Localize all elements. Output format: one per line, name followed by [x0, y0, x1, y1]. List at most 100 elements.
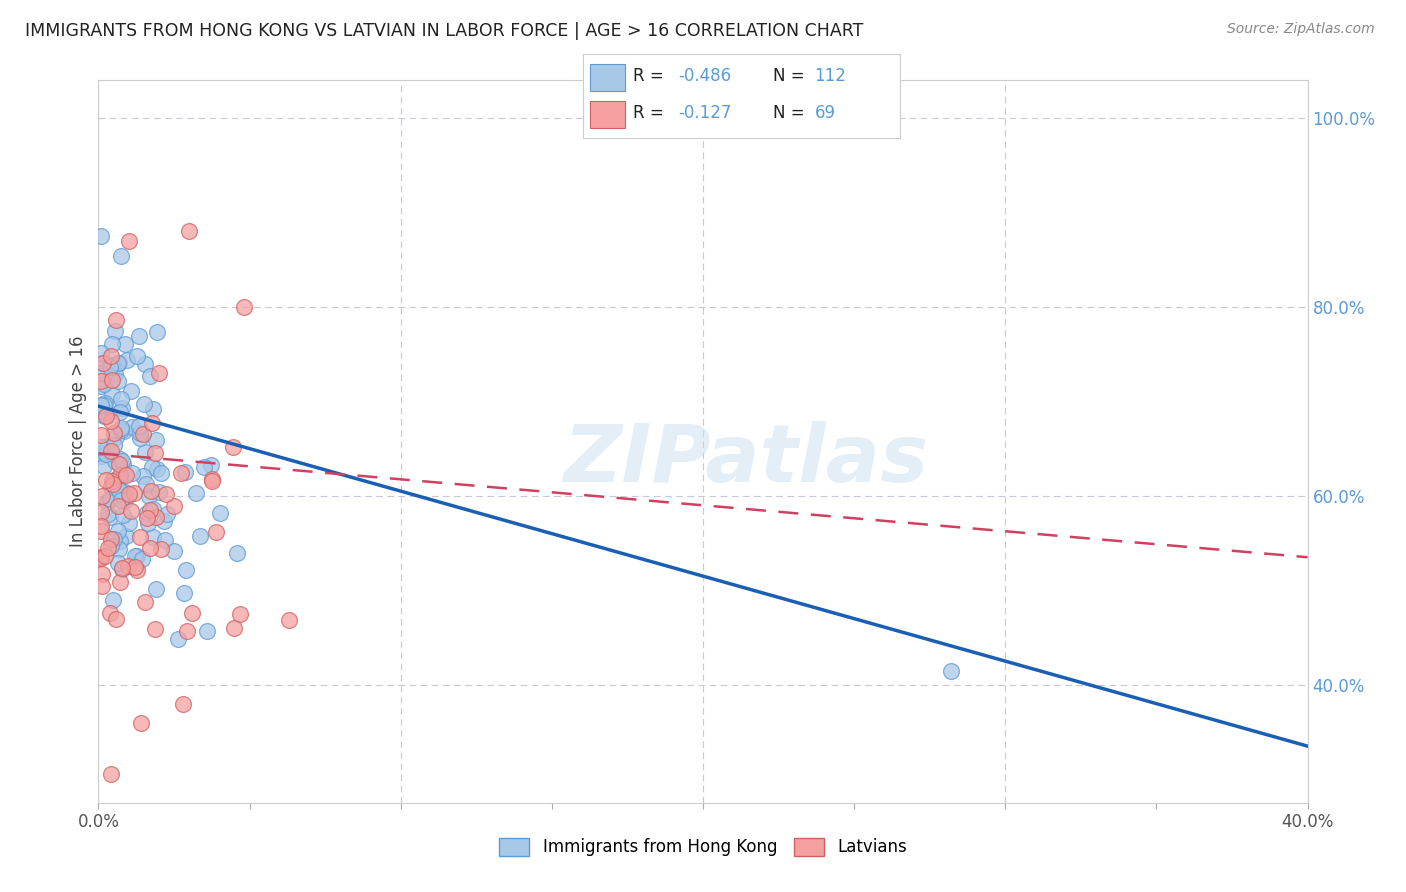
Point — [205, 524, 228, 539]
Text: IMMIGRANTS FROM HONG KONG VS LATVIAN IN LABOR FORCE | AGE > 16 CORRELATION CHART: IMMIGRANTS FROM HONG KONG VS LATVIAN IN … — [25, 22, 863, 40]
Point — [107, 457, 129, 471]
Point — [107, 355, 129, 369]
Point — [90, 427, 112, 442]
Point — [127, 349, 149, 363]
Point — [149, 466, 172, 480]
Point — [136, 506, 159, 520]
Point — [107, 499, 129, 513]
Point — [134, 445, 156, 459]
Point — [107, 542, 129, 557]
Point — [132, 469, 155, 483]
Point — [90, 524, 112, 539]
Point — [98, 359, 121, 374]
Point — [117, 352, 139, 367]
Point — [110, 401, 132, 416]
Point — [94, 447, 117, 461]
Point — [155, 533, 177, 548]
Point — [96, 495, 118, 509]
Point — [98, 509, 121, 524]
Point — [108, 467, 131, 482]
Point — [201, 472, 224, 486]
Point — [141, 401, 163, 416]
Point — [101, 474, 124, 488]
Point — [110, 534, 132, 549]
Point — [129, 530, 152, 544]
Legend: Immigrants from Hong Kong, Latvians: Immigrants from Hong Kong, Latvians — [492, 831, 914, 863]
Point — [100, 349, 122, 363]
Point — [176, 624, 198, 639]
Point — [135, 477, 157, 491]
Point — [128, 419, 150, 434]
Point — [174, 563, 197, 577]
Bar — [591, 101, 624, 128]
Point — [124, 549, 146, 563]
Text: R =: R = — [633, 103, 673, 122]
Y-axis label: In Labor Force | Age > 16: In Labor Force | Age > 16 — [69, 335, 87, 548]
Point — [90, 229, 112, 244]
Point — [111, 560, 134, 574]
Point — [94, 473, 117, 487]
Point — [146, 461, 169, 475]
Point — [100, 373, 122, 387]
Point — [108, 356, 131, 370]
Text: -0.486: -0.486 — [678, 68, 731, 86]
Point — [90, 379, 112, 393]
Point — [195, 624, 218, 638]
Point — [90, 366, 112, 380]
Point — [114, 336, 136, 351]
Point — [145, 434, 167, 448]
Point — [132, 426, 155, 441]
Point — [134, 594, 156, 608]
Text: 69: 69 — [814, 103, 835, 122]
Point — [134, 357, 156, 371]
Point — [107, 557, 129, 571]
Point — [108, 575, 131, 590]
Point — [224, 621, 246, 635]
Point — [172, 697, 194, 711]
Point — [115, 467, 138, 482]
Point — [134, 397, 156, 411]
Point — [90, 404, 112, 418]
Point — [228, 607, 250, 621]
Point — [107, 483, 129, 497]
Point — [129, 425, 152, 440]
Point — [101, 386, 124, 401]
Point — [118, 516, 141, 531]
Point — [127, 549, 149, 564]
Point — [93, 398, 115, 412]
Point — [93, 377, 115, 392]
Point — [142, 502, 165, 516]
Point — [141, 416, 163, 430]
Point — [136, 516, 159, 530]
Text: -0.127: -0.127 — [678, 103, 731, 122]
Point — [124, 560, 146, 574]
Point — [143, 446, 166, 460]
Point — [104, 313, 127, 327]
Point — [120, 384, 142, 399]
Point — [201, 474, 224, 488]
Point — [184, 486, 207, 500]
Point — [90, 346, 112, 360]
Point — [163, 499, 186, 513]
Point — [121, 419, 143, 434]
Point — [121, 466, 143, 480]
Point — [101, 336, 124, 351]
Point — [96, 439, 118, 453]
Point — [100, 444, 122, 458]
Point — [103, 426, 125, 441]
Point — [90, 566, 112, 581]
Point — [111, 562, 134, 576]
Point — [100, 480, 122, 494]
Point — [110, 421, 132, 435]
Point — [232, 300, 254, 314]
Point — [939, 664, 962, 678]
Point — [170, 466, 193, 480]
Point — [110, 392, 132, 406]
Point — [114, 490, 136, 504]
Point — [94, 396, 117, 410]
Point — [107, 374, 129, 388]
Point — [148, 484, 170, 499]
Point — [107, 524, 129, 539]
Point — [91, 489, 114, 503]
Point — [143, 622, 166, 636]
